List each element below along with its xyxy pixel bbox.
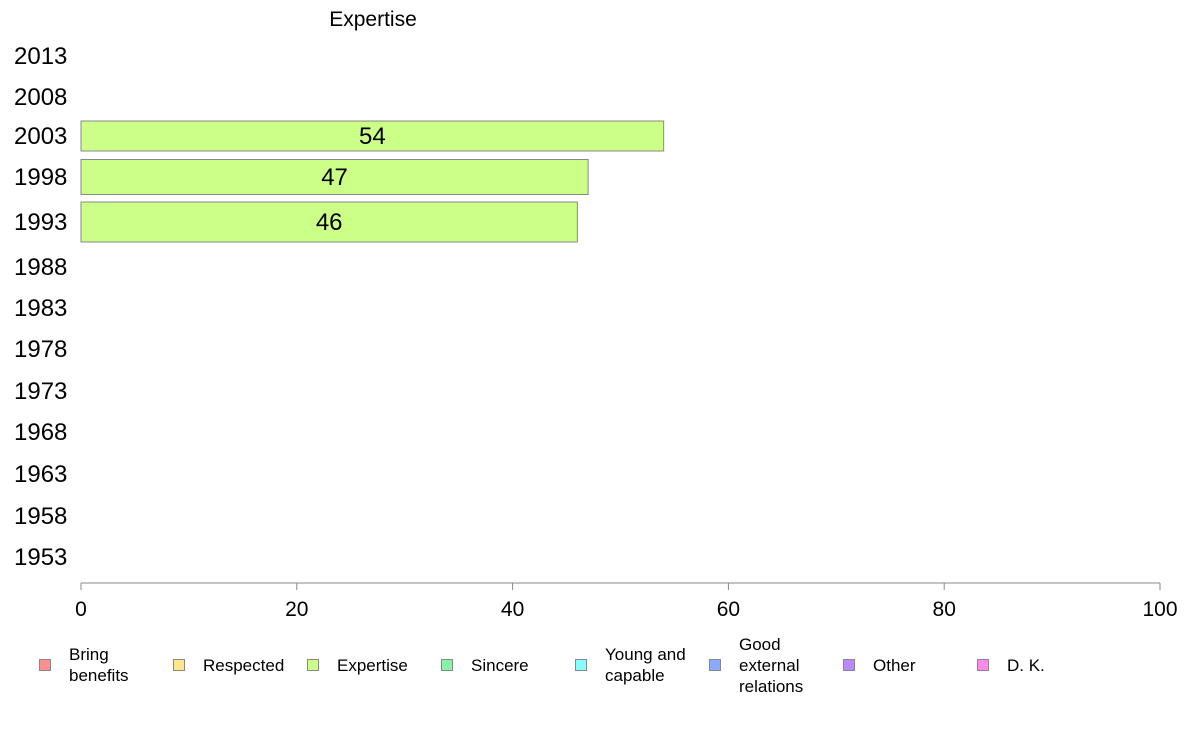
- y-axis-labels: 2013 2008 2003 1998 1993 1988 1983 1978 1973 1968…: [14, 43, 67, 571]
- chart-title: Expertise: [329, 8, 417, 31]
- bar-value-label: 47: [321, 164, 348, 191]
- legend-swatch: [575, 659, 587, 671]
- legend-swatch: [173, 659, 185, 671]
- y-tick-label: 2003: [14, 123, 67, 150]
- bar-value-label: 46: [316, 209, 343, 236]
- y-tick-label: 1988: [14, 254, 67, 281]
- legend: Bring benefits Respected Expertise Sincere Y…: [0, 630, 1188, 700]
- legend-item: Other: [843, 630, 916, 700]
- legend-item: Young and capable: [575, 630, 686, 700]
- bar-value-label: 54: [359, 123, 386, 150]
- legend-label: Good external relations: [739, 634, 804, 696]
- y-tick-label: 1983: [14, 295, 67, 322]
- legend-swatch: [441, 659, 453, 671]
- y-tick-label: 2008: [14, 84, 67, 111]
- legend-swatch: [977, 659, 989, 671]
- y-tick-label: 1973: [14, 378, 67, 405]
- legend-item: Expertise: [307, 630, 408, 700]
- y-tick-label: 1968: [14, 419, 67, 446]
- bars: 54 47 46: [80, 120, 665, 243]
- x-tick-label: 40: [501, 598, 524, 621]
- legend-swatch: [39, 659, 51, 671]
- legend-item: Good external relations: [709, 630, 803, 700]
- y-tick-label: 1958: [14, 503, 67, 530]
- x-tick-label: 60: [717, 598, 740, 621]
- legend-label: Sincere: [471, 655, 529, 675]
- bar: [80, 201, 578, 243]
- legend-item: Bring benefits: [39, 630, 129, 700]
- legend-label: Respected: [203, 655, 285, 675]
- y-tick-label: 1993: [14, 209, 67, 236]
- bar: [80, 120, 665, 152]
- x-tick-label: 80: [933, 598, 956, 621]
- legend-item: Sincere: [441, 630, 529, 700]
- y-tick-label: 2013: [14, 43, 67, 70]
- legend-label: Young and capable: [605, 645, 686, 685]
- legend-label: Bring benefits: [69, 645, 129, 685]
- legend-swatch: [709, 659, 721, 671]
- legend-item: Respected: [173, 630, 284, 700]
- x-tick-label: 0: [75, 598, 87, 621]
- legend-label: Expertise: [337, 655, 408, 675]
- legend-swatch: [307, 659, 319, 671]
- legend-swatch: [843, 659, 855, 671]
- bar: [80, 159, 589, 195]
- x-axis: 0 20 40 60 80 100: [75, 582, 1178, 621]
- legend-label: Other: [873, 655, 916, 675]
- legend-label: D. K.: [1007, 655, 1045, 675]
- y-tick-label: 1953: [14, 544, 67, 571]
- y-tick-label: 1978: [14, 336, 67, 363]
- y-tick-label: 1963: [14, 461, 67, 488]
- x-tick-label: 100: [1142, 598, 1177, 621]
- y-tick-label: 1998: [14, 164, 67, 191]
- x-tick-label: 20: [285, 598, 308, 621]
- legend-item: D. K.: [977, 630, 1045, 700]
